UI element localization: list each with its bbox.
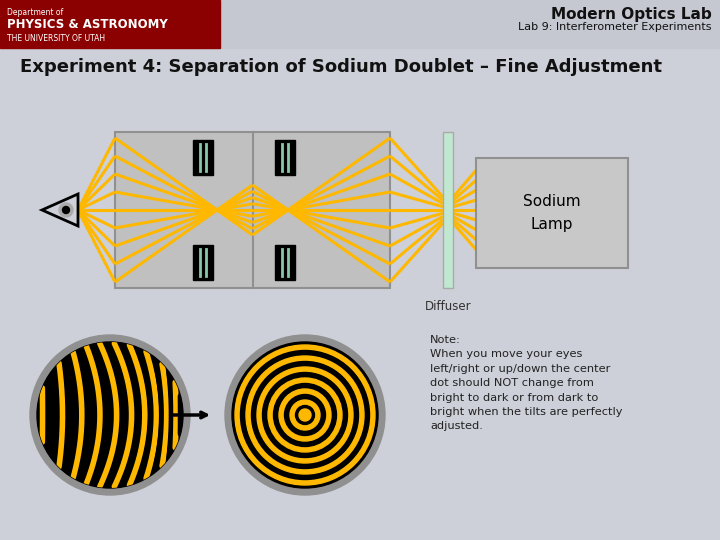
Bar: [274, 245, 294, 280]
Text: PHYSICS & ASTRONOMY: PHYSICS & ASTRONOMY: [7, 18, 168, 31]
Circle shape: [299, 409, 311, 421]
Circle shape: [225, 335, 385, 495]
Circle shape: [232, 342, 378, 488]
Text: Lab 9: Interferometer Experiments: Lab 9: Interferometer Experiments: [518, 22, 712, 32]
Circle shape: [257, 367, 353, 463]
FancyBboxPatch shape: [476, 158, 628, 268]
Circle shape: [290, 400, 320, 430]
Circle shape: [59, 203, 73, 217]
Circle shape: [240, 350, 369, 480]
Text: Diffuser: Diffuser: [425, 300, 472, 313]
Text: Sodium
Lamp: Sodium Lamp: [523, 194, 581, 232]
Bar: [274, 140, 294, 175]
Bar: [0, 0, 220, 48]
Bar: [443, 132, 453, 288]
Text: Department of: Department of: [7, 8, 63, 17]
Bar: [192, 140, 212, 175]
Circle shape: [279, 389, 331, 441]
Text: Modern Optics Lab: Modern Optics Lab: [552, 7, 712, 22]
Circle shape: [268, 378, 342, 452]
Bar: [115, 132, 390, 288]
Text: THE UNIVERSITY OF UTAH: THE UNIVERSITY OF UTAH: [7, 34, 105, 43]
Circle shape: [251, 361, 359, 469]
Text: Experiment 4: Separation of Sodium Doublet – Fine Adjustment: Experiment 4: Separation of Sodium Doubl…: [20, 58, 662, 76]
Circle shape: [235, 345, 375, 485]
Circle shape: [246, 356, 364, 474]
Circle shape: [284, 395, 325, 435]
Circle shape: [37, 342, 183, 488]
Circle shape: [263, 373, 348, 457]
Circle shape: [30, 335, 190, 495]
Circle shape: [295, 406, 315, 424]
Bar: [192, 245, 212, 280]
Circle shape: [301, 411, 309, 419]
Bar: [0, 0, 720, 48]
Circle shape: [63, 206, 70, 213]
Circle shape: [274, 383, 336, 447]
Text: Note:
When you move your eyes
left/right or up/down the center
dot should NOT ch: Note: When you move your eyes left/right…: [430, 335, 623, 431]
